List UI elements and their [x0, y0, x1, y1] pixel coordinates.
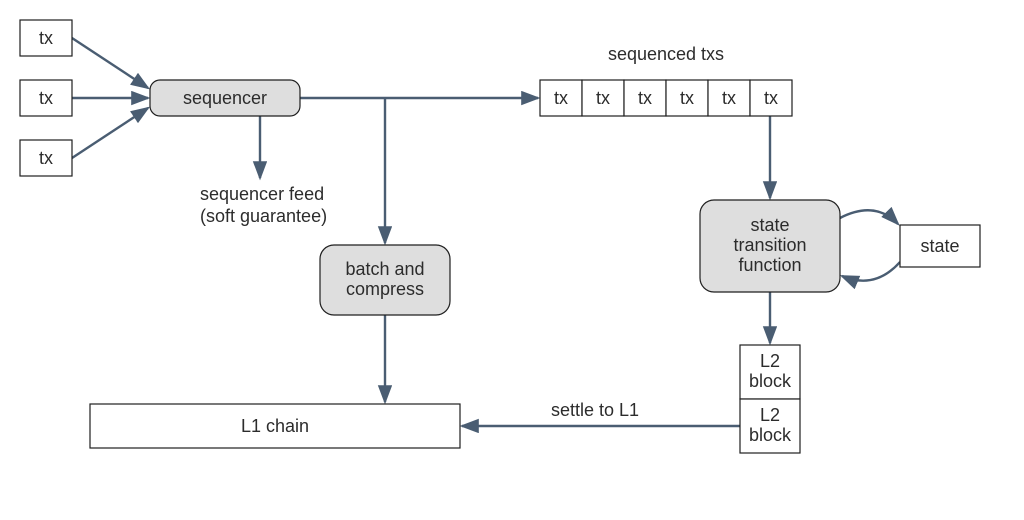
node-label-bc: compress: [346, 279, 424, 299]
free-label: sequenced txs: [608, 44, 724, 64]
node-label-l2b: L2: [760, 405, 780, 425]
free-label: sequencer feed: [200, 184, 324, 204]
edge-e-tx3-seq: [72, 108, 148, 158]
node-label-s1: tx: [596, 88, 610, 108]
edge-e-state-stf: [842, 262, 900, 281]
diagram-canvas: txtxtxsequencertxtxtxtxtxtxstatetransiti…: [0, 0, 1024, 520]
edge-e-stf-state: [840, 210, 898, 224]
node-label-s2: tx: [638, 88, 652, 108]
node-label-seq: sequencer: [183, 88, 267, 108]
node-label-l2b: block: [749, 425, 792, 445]
node-label-bc: batch and: [345, 259, 424, 279]
node-label-s4: tx: [722, 88, 736, 108]
node-label-stf: transition: [733, 235, 806, 255]
node-label-s3: tx: [680, 88, 694, 108]
node-label-l2a: block: [749, 371, 792, 391]
node-label-l1: L1 chain: [241, 416, 309, 436]
edge-e-tx1-seq: [72, 38, 148, 88]
node-label-state: state: [920, 236, 959, 256]
node-label-tx1: tx: [39, 28, 53, 48]
node-label-l2a: L2: [760, 351, 780, 371]
node-label-stf: state: [750, 215, 789, 235]
node-label-tx3: tx: [39, 148, 53, 168]
node-label-s5: tx: [764, 88, 778, 108]
node-label-stf: function: [738, 255, 801, 275]
free-label: settle to L1: [551, 400, 639, 420]
node-label-s0: tx: [554, 88, 568, 108]
free-label: (soft guarantee): [200, 206, 327, 226]
node-label-tx2: tx: [39, 88, 53, 108]
